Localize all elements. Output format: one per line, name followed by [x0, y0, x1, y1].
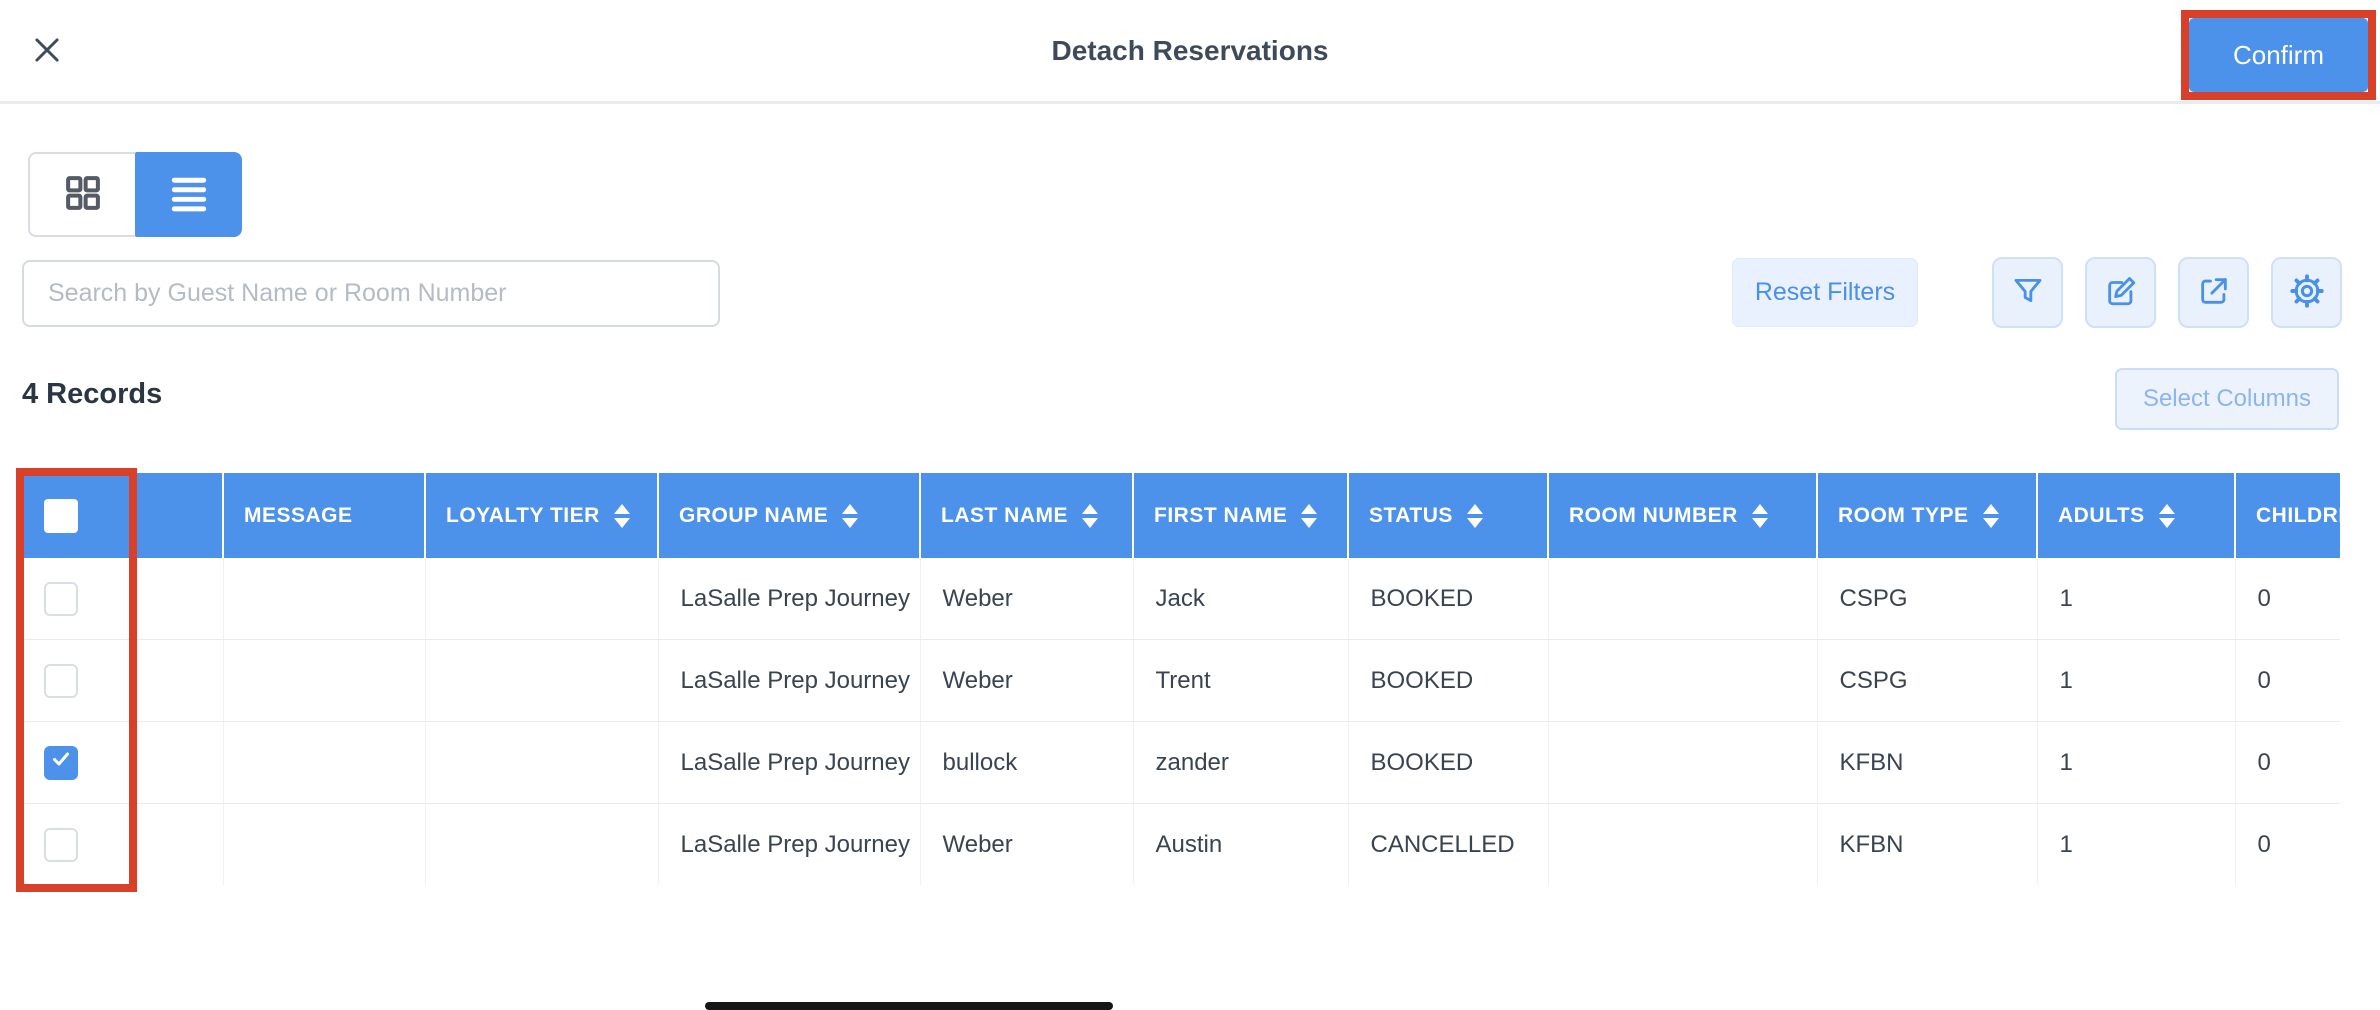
select-all-checkbox[interactable] — [44, 498, 78, 533]
table-row: LaSalle Prep Journey Weber Jack BOOKED C… — [18, 558, 2340, 640]
confirm-button[interactable]: Confirm — [2189, 18, 2368, 92]
cell-last-name: Weber — [920, 639, 1134, 722]
cell-room-type: CSPG — [1817, 558, 2038, 640]
close-icon — [29, 32, 65, 71]
cell-room-number — [1548, 558, 1818, 640]
cell-adults: 1 — [2037, 803, 2236, 885]
records-count: 4 Records — [22, 378, 163, 410]
select-columns-button[interactable]: Select Columns — [2115, 368, 2339, 430]
filter-button[interactable] — [1992, 257, 2063, 328]
cell-room-number — [1548, 639, 1818, 722]
column-header-first-name[interactable]: FIRST NAME — [1133, 473, 1349, 558]
cell-first-name: Austin — [1133, 803, 1349, 885]
list-view-button[interactable] — [135, 152, 242, 237]
cell-adults: 1 — [2037, 721, 2236, 804]
row-checkbox[interactable] — [44, 581, 78, 616]
cell-last-name: Weber — [920, 558, 1134, 640]
export-button[interactable] — [2178, 257, 2249, 328]
cell-first-name: Trent — [1133, 639, 1349, 722]
confirm-highlight-annotation: Confirm — [2181, 10, 2376, 100]
cell-adults: 1 — [2037, 558, 2236, 640]
cell-children: 0 — [2235, 639, 2340, 722]
cell-adults: 1 — [2037, 639, 2236, 722]
cell-loyalty-tier — [425, 803, 659, 885]
sort-arrows-icon — [613, 503, 630, 528]
column-header-loyalty-tier[interactable]: LOYALTY TIER — [425, 473, 659, 558]
sort-arrows-icon — [2158, 503, 2175, 528]
sort-arrows-icon — [1082, 503, 1098, 528]
cell-room-number — [1548, 721, 1818, 804]
cell-status: BOOKED — [1348, 721, 1549, 804]
close-button[interactable] — [26, 30, 68, 72]
column-header-group-name[interactable]: GROUP NAME — [658, 473, 921, 558]
column-header-room-type[interactable]: ROOM TYPE — [1817, 473, 2038, 558]
cell-room-number — [1548, 803, 1818, 885]
cell-message — [223, 558, 426, 640]
cell-last-name: Weber — [920, 803, 1134, 885]
cell-children: 0 — [2235, 803, 2340, 885]
grid-view-icon — [62, 172, 104, 217]
sort-arrows-icon — [1301, 503, 1318, 528]
column-header-select-all[interactable] — [18, 473, 134, 558]
cell-group-name: LaSalle Prep Journey — [658, 639, 921, 722]
cell-children: 0 — [2235, 721, 2340, 804]
filter-icon — [2011, 274, 2045, 311]
table-row: LaSalle Prep Journey Weber Trent BOOKED … — [18, 639, 2340, 722]
sort-arrows-icon — [842, 503, 859, 528]
cell-status: BOOKED — [1348, 639, 1549, 722]
sort-arrows-icon — [1982, 503, 1999, 528]
row-checkbox[interactable] — [44, 827, 78, 862]
list-view-icon — [165, 172, 213, 217]
cell-room-type: KFBN — [1817, 721, 2038, 804]
row-checkbox-checked[interactable] — [44, 745, 78, 780]
cell-message — [223, 721, 426, 804]
export-icon — [2197, 274, 2231, 311]
table-header-row: MESSAGE LOYALTY TIER GROUP NAME LAST NAM… — [18, 473, 2340, 558]
page-title: Detach Reservations — [1051, 34, 1329, 66]
cell-message — [223, 803, 426, 885]
cell-group-name: LaSalle Prep Journey — [658, 558, 921, 640]
table-row: LaSalle Prep Journey Weber Austin CANCEL… — [18, 803, 2340, 885]
bottom-scrollbar[interactable] — [705, 1002, 1113, 1010]
row-checkbox[interactable] — [44, 663, 78, 698]
table-row: LaSalle Prep Journey bullock zander BOOK… — [18, 721, 2340, 804]
cell-group-name: LaSalle Prep Journey — [658, 721, 921, 804]
cell-loyalty-tier — [425, 721, 659, 804]
sort-arrows-icon — [1466, 503, 1483, 528]
cell-group-name: LaSalle Prep Journey — [658, 803, 921, 885]
view-toggle — [28, 152, 242, 237]
cell-message — [223, 639, 426, 722]
settings-button[interactable] — [2271, 257, 2342, 328]
settings-icon — [2289, 273, 2325, 312]
reset-filters-button[interactable]: Reset Filters — [1732, 258, 1918, 327]
grid-view-button[interactable] — [28, 152, 135, 237]
cell-room-type: KFBN — [1817, 803, 2038, 885]
column-header-adults[interactable]: ADULTS — [2037, 473, 2236, 558]
cell-room-type: CSPG — [1817, 639, 2038, 722]
cell-children: 0 — [2235, 558, 2340, 640]
column-header-children[interactable]: CHILDREN — [2235, 473, 2340, 558]
modal-header: Detach Reservations Confirm — [0, 0, 2380, 104]
checkmark-icon — [49, 747, 73, 778]
cell-status: BOOKED — [1348, 558, 1549, 640]
column-header-message: MESSAGE — [223, 473, 426, 558]
edit-icon — [2104, 274, 2138, 311]
edit-button[interactable] — [2085, 257, 2156, 328]
cell-loyalty-tier — [425, 639, 659, 722]
search-input[interactable] — [22, 260, 720, 327]
cell-first-name: Jack — [1133, 558, 1349, 640]
cell-first-name: zander — [1133, 721, 1349, 804]
column-header-last-name[interactable]: LAST NAME — [920, 473, 1134, 558]
column-header-status[interactable]: STATUS — [1348, 473, 1549, 558]
reservations-table: MESSAGE LOYALTY TIER GROUP NAME LAST NAM… — [18, 473, 2340, 885]
sort-arrows-icon — [1751, 503, 1768, 528]
cell-last-name: bullock — [920, 721, 1134, 804]
column-header-blank — [133, 473, 224, 558]
cell-loyalty-tier — [425, 558, 659, 640]
column-header-room-number[interactable]: ROOM NUMBER — [1548, 473, 1818, 558]
cell-status: CANCELLED — [1348, 803, 1549, 885]
